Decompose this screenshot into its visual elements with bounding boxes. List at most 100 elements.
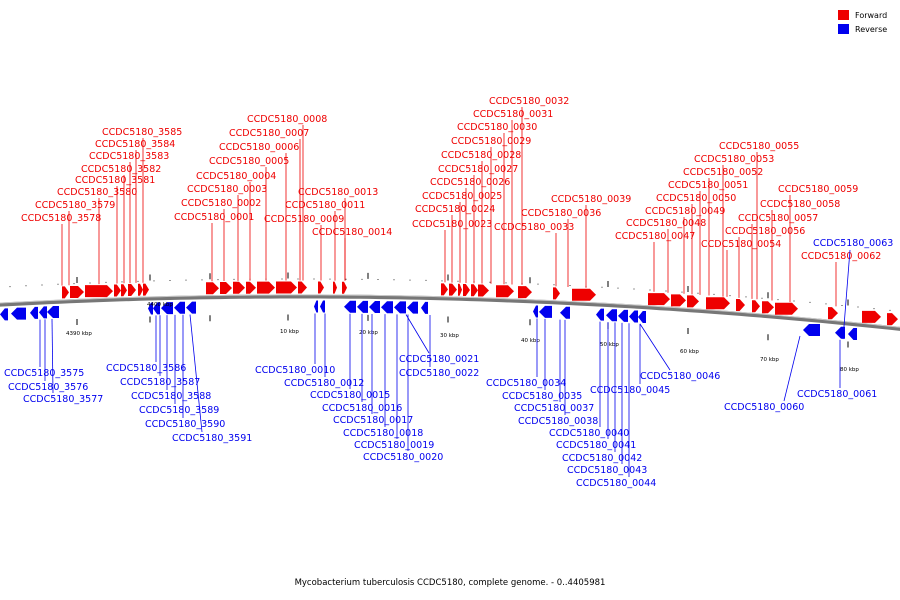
forward-gene-label: CCDC5180_0047 bbox=[615, 231, 695, 242]
reverse-gene-arrow bbox=[0, 308, 8, 321]
scale-label: 40 kbp bbox=[521, 338, 540, 344]
scale-label: 60 kbp bbox=[680, 349, 699, 355]
legend-item-forward: Forward bbox=[838, 8, 887, 22]
forward-gene-label: CCDC5180_0055 bbox=[719, 141, 799, 152]
forward-gene-label: CCDC5180_0005 bbox=[209, 156, 289, 167]
reverse-gene-label: CCDC5180_0010 bbox=[255, 365, 335, 376]
reverse-gene-arrow bbox=[47, 306, 59, 318]
reverse-gene-arrow bbox=[39, 306, 47, 319]
scale-label: 20 kbp bbox=[359, 330, 378, 336]
reverse-leader-line bbox=[639, 323, 671, 371]
reverse-gene-label: CCDC5180_0020 bbox=[363, 452, 443, 463]
reverse-gene-label: CCDC5180_0063 bbox=[813, 238, 893, 249]
reverse-gene-arrow bbox=[539, 305, 552, 318]
forward-gene-label: CCDC5180_3582 bbox=[81, 164, 161, 175]
legend-label-forward: Forward bbox=[855, 10, 888, 20]
forward-gene-label: CCDC5180_0009 bbox=[264, 214, 344, 225]
reverse-gene-label: CCDC5180_3576 bbox=[8, 382, 88, 393]
forward-gene-arrow bbox=[463, 284, 470, 296]
forward-gene-label: CCDC5180_0008 bbox=[247, 114, 327, 125]
forward-gene-arrow bbox=[257, 281, 275, 294]
legend-label-reverse: Reverse bbox=[855, 24, 888, 34]
forward-gene-label: CCDC5180_0002 bbox=[181, 198, 261, 209]
scale-label: 70 kbp bbox=[760, 357, 779, 363]
reverse-gene-arrow bbox=[174, 301, 185, 314]
forward-gene-label: CCDC5180_0026 bbox=[430, 177, 510, 188]
forward-gene-arrow bbox=[441, 283, 448, 296]
forward-gene-label: CCDC5180_0050 bbox=[656, 193, 736, 204]
forward-gene-label: CCDC5180_3579 bbox=[35, 200, 115, 211]
reverse-gene-label: CCDC5180_0034 bbox=[486, 378, 566, 389]
reverse-leader-line bbox=[783, 335, 801, 402]
reverse-gene-label: CCDC5180_3575 bbox=[4, 368, 84, 379]
forward-gene-label: CCDC5180_0003 bbox=[187, 184, 267, 195]
forward-gene-label: CCDC5180_0039 bbox=[551, 194, 631, 205]
reverse-gene-label: CCDC5180_0038 bbox=[518, 416, 598, 427]
reverse-gene-arrow bbox=[30, 306, 38, 319]
scale-label: 10 kbp bbox=[280, 329, 299, 335]
reverse-gene-arrow bbox=[314, 300, 318, 313]
forward-gene-arrow bbox=[318, 281, 324, 294]
reverse-gene-arrow bbox=[357, 300, 368, 313]
forward-gene-arrow bbox=[128, 284, 136, 296]
forward-gene-label: CCDC5180_0029 bbox=[451, 136, 531, 147]
forward-gene-label: CCDC5180_0056 bbox=[725, 226, 805, 237]
forward-gene-label: CCDC5180_0013 bbox=[298, 187, 378, 198]
forward-gene-label: CCDC5180_0007 bbox=[229, 128, 309, 139]
reverse-gene-label: CCDC5180_0041 bbox=[556, 440, 636, 451]
forward-gene-label: CCDC5180_0054 bbox=[701, 239, 781, 250]
reverse-gene-arrow bbox=[344, 300, 356, 313]
scale-label: 30 kbp bbox=[440, 333, 459, 339]
scale-label: 50 kbp bbox=[600, 342, 619, 348]
forward-gene-label: CCDC5180_0028 bbox=[441, 150, 521, 161]
reverse-gene-arrow bbox=[848, 328, 857, 340]
reverse-gene-arrow bbox=[638, 311, 646, 323]
reverse-gene-arrow bbox=[421, 301, 428, 314]
reverse-gene-arrow bbox=[153, 302, 160, 315]
reverse-gene-label: CCDC5180_0043 bbox=[567, 465, 647, 476]
forward-gene-arrow bbox=[333, 281, 337, 294]
reverse-gene-arrow bbox=[618, 309, 628, 322]
forward-gene-arrow bbox=[687, 295, 699, 308]
forward-gene-arrow bbox=[736, 299, 745, 311]
forward-gene-arrow bbox=[706, 297, 730, 310]
reverse-leader-line bbox=[405, 314, 430, 354]
forward-gene-label: CCDC5180_0057 bbox=[738, 213, 818, 224]
reverse-gene-label: CCDC5180_0046 bbox=[640, 371, 720, 382]
reverse-gene-label: CCDC5180_0021 bbox=[399, 354, 479, 365]
forward-gene-arrow bbox=[478, 284, 489, 297]
reverse-gene-label: CCDC5180_3590 bbox=[145, 419, 225, 430]
legend: Forward Reverse bbox=[838, 8, 887, 36]
forward-gene-label: CCDC5180_0004 bbox=[196, 171, 276, 182]
scale-label: 4400 kbp bbox=[147, 302, 173, 308]
forward-gene-arrow bbox=[553, 287, 560, 300]
forward-gene-arrow bbox=[121, 284, 127, 297]
forward-gene-label: CCDC5180_0011 bbox=[285, 200, 365, 211]
reverse-leader-line bbox=[51, 319, 54, 394]
reverse-gene-label: CCDC5180_0061 bbox=[797, 389, 877, 400]
forward-gene-arrow bbox=[762, 301, 774, 314]
forward-swatch bbox=[838, 10, 849, 20]
forward-gene-arrow bbox=[648, 293, 670, 306]
reverse-leader-line bbox=[842, 249, 851, 340]
forward-gene-label: CCDC5180_0048 bbox=[626, 218, 706, 229]
forward-gene-label: CCDC5180_0001 bbox=[174, 212, 254, 223]
forward-gene-label: CCDC5180_3578 bbox=[21, 213, 101, 224]
forward-gene-label: CCDC5180_0014 bbox=[312, 227, 392, 238]
reverse-gene-label: CCDC5180_0060 bbox=[724, 402, 804, 413]
reverse-gene-label: CCDC5180_3587 bbox=[120, 377, 200, 388]
forward-gene-label: CCDC5180_0006 bbox=[219, 142, 299, 153]
reverse-gene-label: CCDC5180_3586 bbox=[106, 363, 186, 374]
forward-gene-arrow bbox=[572, 288, 596, 301]
reverse-gene-arrow bbox=[560, 306, 570, 319]
reverse-gene-arrow bbox=[369, 301, 380, 313]
genome-caption: Mycobacterium tuberculosis CCDC5180, com… bbox=[294, 578, 606, 588]
reverse-gene-label: CCDC5180_0015 bbox=[310, 390, 390, 401]
forward-gene-label: CCDC5180_0025 bbox=[422, 191, 502, 202]
forward-gene-label: CCDC5180_3585 bbox=[102, 127, 182, 138]
forward-gene-label: CCDC5180_3583 bbox=[89, 151, 169, 162]
reverse-gene-label: CCDC5180_0019 bbox=[354, 440, 434, 451]
reverse-gene-arrow bbox=[320, 300, 325, 313]
reverse-gene-arrow bbox=[803, 324, 820, 336]
